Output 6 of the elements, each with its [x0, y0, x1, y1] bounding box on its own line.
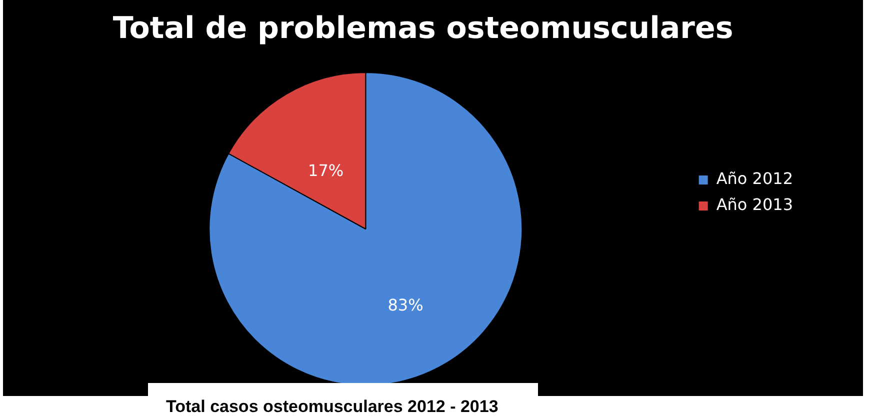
- text: Total casos osteomusculares 2012 - 2013: [148, 383, 538, 419]
- chart-title: Total de problemas osteomusculares: [112, 10, 734, 46]
- legend-label: Año 2012: [716, 169, 794, 188]
- legend-label: Año 2013: [716, 195, 794, 214]
- data-label: 17%: [308, 160, 344, 180]
- data-label: 83%: [388, 296, 424, 315]
